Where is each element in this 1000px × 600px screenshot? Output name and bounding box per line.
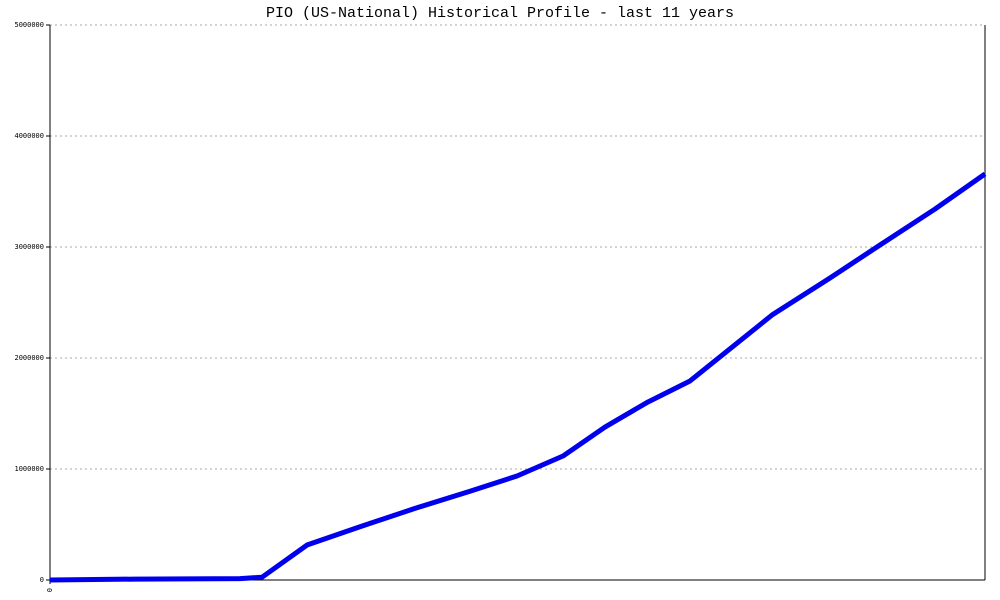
chart-title: PIO (US-National) Historical Profile - l… <box>266 5 734 22</box>
data-line <box>49 171 987 583</box>
x-tick-label: 0 <box>46 588 54 592</box>
y-tick-label: 3000000 <box>14 243 44 251</box>
y-tick-label: 4000000 <box>14 132 44 140</box>
y-tick-label: 1000000 <box>14 465 44 473</box>
y-tick-label: 0 <box>40 576 44 584</box>
y-tick-label: 2000000 <box>14 354 44 362</box>
y-tick-label: 5000000 <box>14 21 44 29</box>
